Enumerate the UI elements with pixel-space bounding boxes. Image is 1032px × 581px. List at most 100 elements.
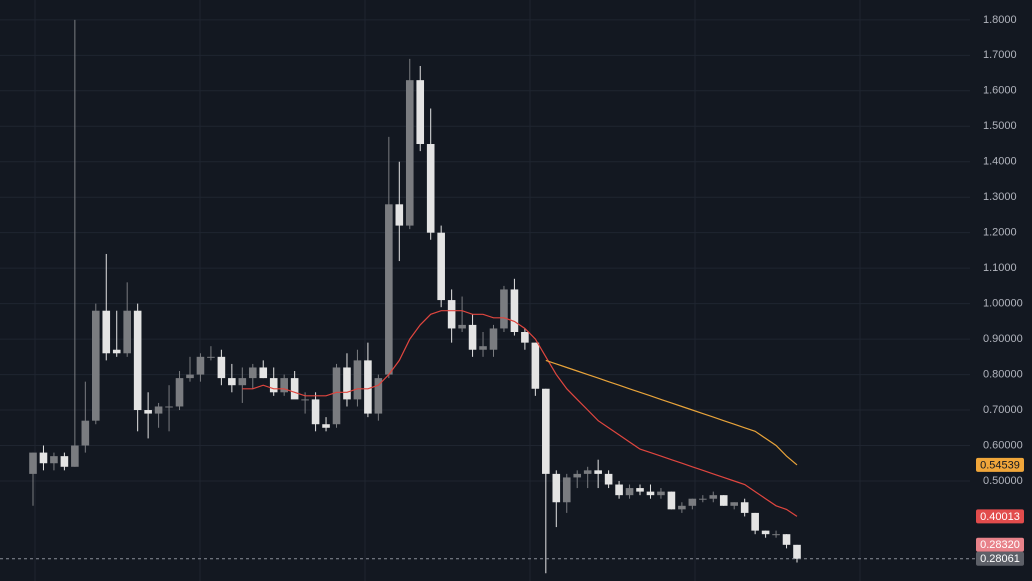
- candle-body: [353, 360, 362, 400]
- candle-body: [458, 324, 466, 329]
- y-tick-label: 1.5000: [983, 120, 1017, 132]
- candle-body: [301, 399, 309, 401]
- candle-body: [175, 378, 184, 407]
- price-label: 0.28061: [980, 553, 1020, 565]
- candle-body: [510, 289, 519, 332]
- y-tick-label: 1.2000: [983, 227, 1017, 239]
- candle-body: [81, 420, 90, 446]
- candle-body: [207, 356, 215, 358]
- candle-body: [500, 289, 508, 329]
- candle-body: [280, 378, 288, 393]
- y-tick-label: 1.3000: [983, 191, 1017, 203]
- candle-body: [60, 456, 69, 467]
- candle-body: [709, 495, 718, 499]
- price-label: 0.54539: [980, 459, 1020, 471]
- candle-body: [426, 144, 435, 233]
- candle-body: [165, 406, 173, 408]
- candle-body: [583, 470, 592, 474]
- candle-body: [772, 534, 780, 536]
- candle-body: [102, 310, 111, 354]
- candle-body: [238, 378, 247, 386]
- candle-body: [290, 378, 299, 400]
- y-tick-label: 1.4000: [983, 156, 1017, 168]
- candle-body: [699, 498, 707, 500]
- candle-body: [573, 473, 582, 478]
- candle-body: [636, 488, 644, 492]
- candle-body: [248, 367, 257, 379]
- candle-body: [761, 530, 770, 535]
- candle-body: [374, 378, 383, 414]
- candle-body: [730, 502, 739, 506]
- candle-body: [688, 498, 697, 506]
- candle-body: [395, 204, 404, 226]
- candle-body: [625, 488, 634, 496]
- price-label-box: [976, 457, 1024, 472]
- candle-body: [269, 378, 278, 393]
- candle-body: [531, 342, 540, 389]
- candle-body: [615, 484, 623, 496]
- y-tick-label: 1.6000: [983, 85, 1017, 97]
- candle-body: [479, 346, 487, 350]
- candle-body: [793, 544, 801, 559]
- candle-body: [364, 360, 372, 414]
- candle-body: [71, 445, 79, 467]
- candle-body: [112, 349, 121, 354]
- candle-body: [332, 367, 341, 425]
- candle-body: [311, 399, 320, 425]
- candle-body: [489, 328, 498, 350]
- candle-body: [562, 477, 571, 503]
- candle-body: [751, 512, 759, 531]
- candle-body: [552, 473, 561, 503]
- candle-body: [322, 424, 330, 428]
- price-label: 0.28320: [980, 539, 1020, 551]
- candle-body: [782, 534, 791, 545]
- y-tick-label: 1.00000: [983, 298, 1023, 310]
- y-tick-label: 0.60000: [983, 439, 1023, 451]
- candle-body: [343, 367, 351, 400]
- candle-body: [144, 410, 152, 414]
- candle-body: [594, 470, 602, 474]
- candle-body: [542, 388, 550, 474]
- y-tick-label: 0.50000: [983, 475, 1023, 487]
- candle-body: [29, 452, 37, 474]
- vertical-grid: [34, 0, 861, 581]
- candle-body: [521, 332, 529, 343]
- price-label: 0.40013: [980, 511, 1020, 523]
- candle-body: [416, 80, 425, 145]
- candle-body: [39, 452, 48, 464]
- candle-body: [385, 204, 393, 375]
- y-tick-label: 0.70000: [983, 404, 1023, 416]
- moving-average-line: [545, 359, 798, 466]
- candle-body: [740, 502, 749, 513]
- candle-body: [447, 300, 456, 329]
- candle-body: [186, 374, 194, 379]
- price-label-box: [976, 537, 1024, 552]
- candle-body: [678, 505, 686, 510]
- y-tick-label: 0.90000: [983, 333, 1023, 345]
- candle-body: [133, 310, 142, 411]
- candle-body: [437, 232, 445, 301]
- candle-body: [50, 456, 58, 464]
- y-tick-label: 1.8000: [983, 14, 1017, 26]
- candle-body: [259, 367, 268, 379]
- candle-body: [154, 406, 163, 414]
- candle-body: [604, 473, 613, 485]
- candle-body: [228, 378, 236, 386]
- moving-average-line: [242, 310, 798, 517]
- y-tick-label: 1.1000: [983, 262, 1017, 274]
- price-label-box: [976, 551, 1024, 566]
- candle-body: [468, 324, 477, 350]
- candle-body: [217, 356, 226, 379]
- candle-body: [91, 310, 100, 421]
- candle-body: [646, 491, 655, 496]
- candle-body: [123, 310, 131, 354]
- price-label-box: [976, 509, 1024, 524]
- candle-body: [657, 491, 665, 496]
- candle-body: [719, 495, 728, 506]
- candle-body: [667, 491, 676, 510]
- y-tick-label: 0.80000: [983, 368, 1023, 380]
- candle-body: [196, 356, 205, 375]
- y-tick-label: 1.7000: [983, 49, 1017, 61]
- candle-body: [405, 80, 414, 226]
